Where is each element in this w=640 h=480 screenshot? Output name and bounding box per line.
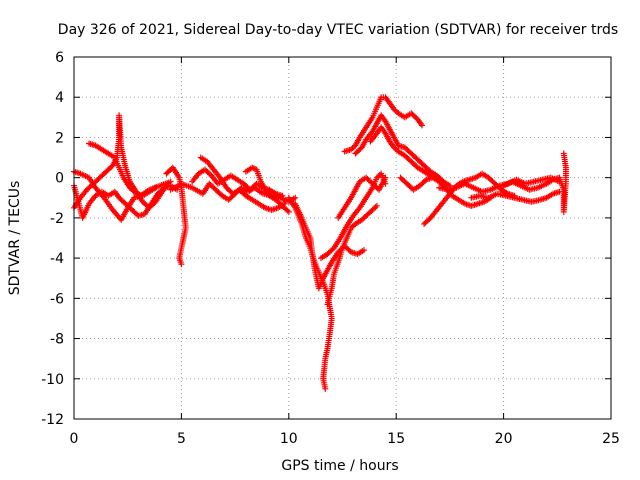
series-track-14 (335, 174, 389, 221)
y-tick-label: -8 (50, 332, 64, 348)
x-axis-label: GPS time / hours (281, 458, 398, 474)
series-track-13 (324, 202, 380, 308)
series-track-9 (242, 164, 292, 215)
series-track-11 (292, 200, 367, 292)
y-tick-label: -12 (41, 412, 64, 428)
y-tick-label: 2 (55, 130, 64, 146)
series-track-16 (352, 112, 453, 189)
series-track-10 (285, 194, 335, 392)
data-point (418, 122, 425, 129)
data-point (152, 184, 159, 191)
data-point (284, 207, 291, 214)
data-point (292, 194, 299, 201)
y-tick-label: -6 (50, 291, 64, 307)
data-point (560, 150, 567, 157)
data-point (250, 165, 257, 172)
data-point (279, 192, 286, 199)
x-tick-label: 5 (177, 431, 186, 447)
series-track-3 (71, 112, 172, 211)
data-point (178, 261, 185, 268)
y-tick-label: -4 (50, 251, 64, 267)
x-tick-label: 10 (280, 431, 298, 447)
x-tick-label: 25 (602, 431, 620, 447)
y-tick-label: 4 (55, 90, 64, 106)
data-point (165, 180, 172, 187)
chart-title: Day 326 of 2021, Sidereal Day-to-day VTE… (58, 22, 618, 38)
tick-labels: 0 5 10 15 20 25 -12 -10 -8 -6 -4 -2 0 2 4 6 (41, 50, 620, 447)
x-tick-label: 0 (70, 431, 79, 447)
data-point (322, 385, 329, 392)
y-tick-label: -2 (50, 211, 64, 227)
series-track-4 (86, 140, 159, 199)
data-points (71, 94, 569, 392)
y-tick-label: 6 (55, 50, 64, 66)
data-point (373, 202, 380, 209)
series-track-15 (341, 94, 425, 155)
series-track-12 (318, 170, 389, 262)
grid-lines (74, 57, 611, 419)
y-tick-label: 0 (55, 171, 64, 187)
plot-frame (73, 56, 612, 420)
x-tick-label: 15 (387, 431, 405, 447)
series-track-21 (468, 188, 563, 205)
data-point (285, 208, 292, 215)
y-tick-label: -10 (41, 372, 64, 388)
y-axis-label: SDTVAR / TECUs (7, 181, 23, 296)
series-track-5 (163, 164, 189, 268)
series-track-22 (500, 150, 569, 215)
data-point (382, 174, 389, 181)
data-point (360, 247, 367, 254)
x-tick-label: 20 (495, 431, 513, 447)
